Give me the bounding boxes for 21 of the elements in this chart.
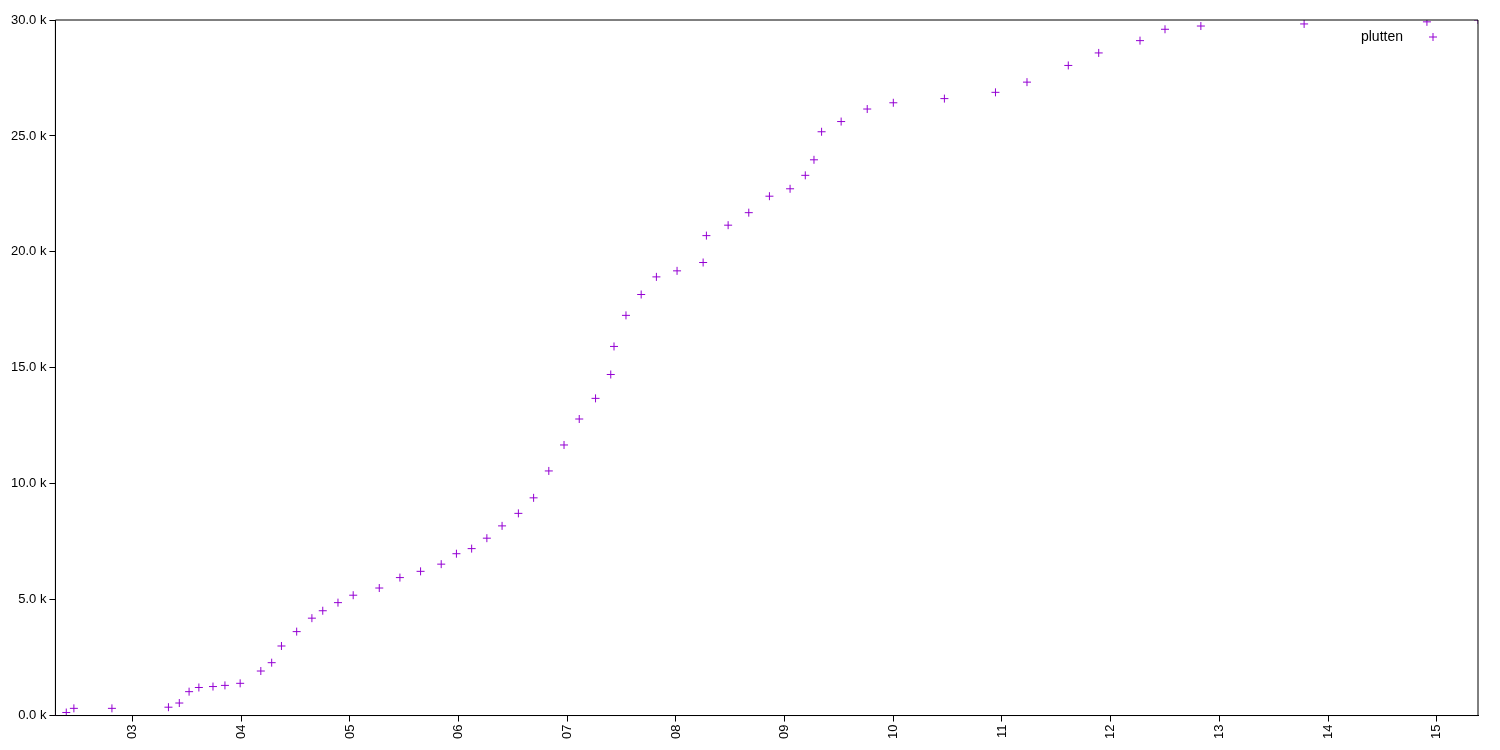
x-tick-label: 03 xyxy=(124,724,140,740)
y-tick-label: 20.0 k xyxy=(10,243,47,259)
x-tick-label: 05 xyxy=(341,724,357,740)
x-tick-label: 08 xyxy=(667,724,683,740)
x-tick-label: 09 xyxy=(776,724,792,740)
y-tick-label: 0.0 k xyxy=(18,707,47,723)
y-tick-label: 15.0 k xyxy=(10,359,47,375)
y-tick-label: 5.0 k xyxy=(18,591,47,607)
x-tick-label: 15 xyxy=(1428,724,1444,740)
x-tick-label: 07 xyxy=(558,724,574,740)
y-tick-label: 30.0 k xyxy=(10,11,47,27)
x-tick-label: 10 xyxy=(884,724,900,740)
x-tick-label: 11 xyxy=(993,724,1009,739)
y-tick-label: 10.0 k xyxy=(10,475,47,491)
legend-label: plutten xyxy=(1360,27,1403,44)
x-tick-label: 13 xyxy=(1210,724,1226,740)
y-tick-label: 25.0 k xyxy=(10,127,47,143)
x-tick-label: 12 xyxy=(1102,724,1118,740)
x-tick-label: 14 xyxy=(1319,724,1335,740)
x-tick-label: 06 xyxy=(450,724,466,740)
x-tick-label: 04 xyxy=(232,724,248,740)
